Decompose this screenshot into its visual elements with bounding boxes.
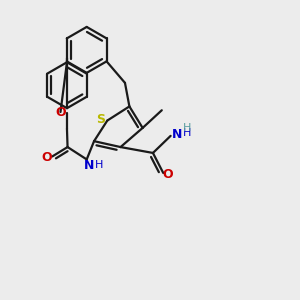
Text: H: H — [183, 123, 191, 133]
Text: S: S — [96, 112, 105, 126]
Text: H: H — [183, 128, 191, 138]
Text: O: O — [55, 106, 66, 118]
Text: O: O — [163, 168, 173, 181]
Text: N: N — [172, 128, 182, 141]
Text: H: H — [95, 160, 103, 170]
Text: N: N — [84, 159, 94, 172]
Text: O: O — [42, 151, 52, 164]
